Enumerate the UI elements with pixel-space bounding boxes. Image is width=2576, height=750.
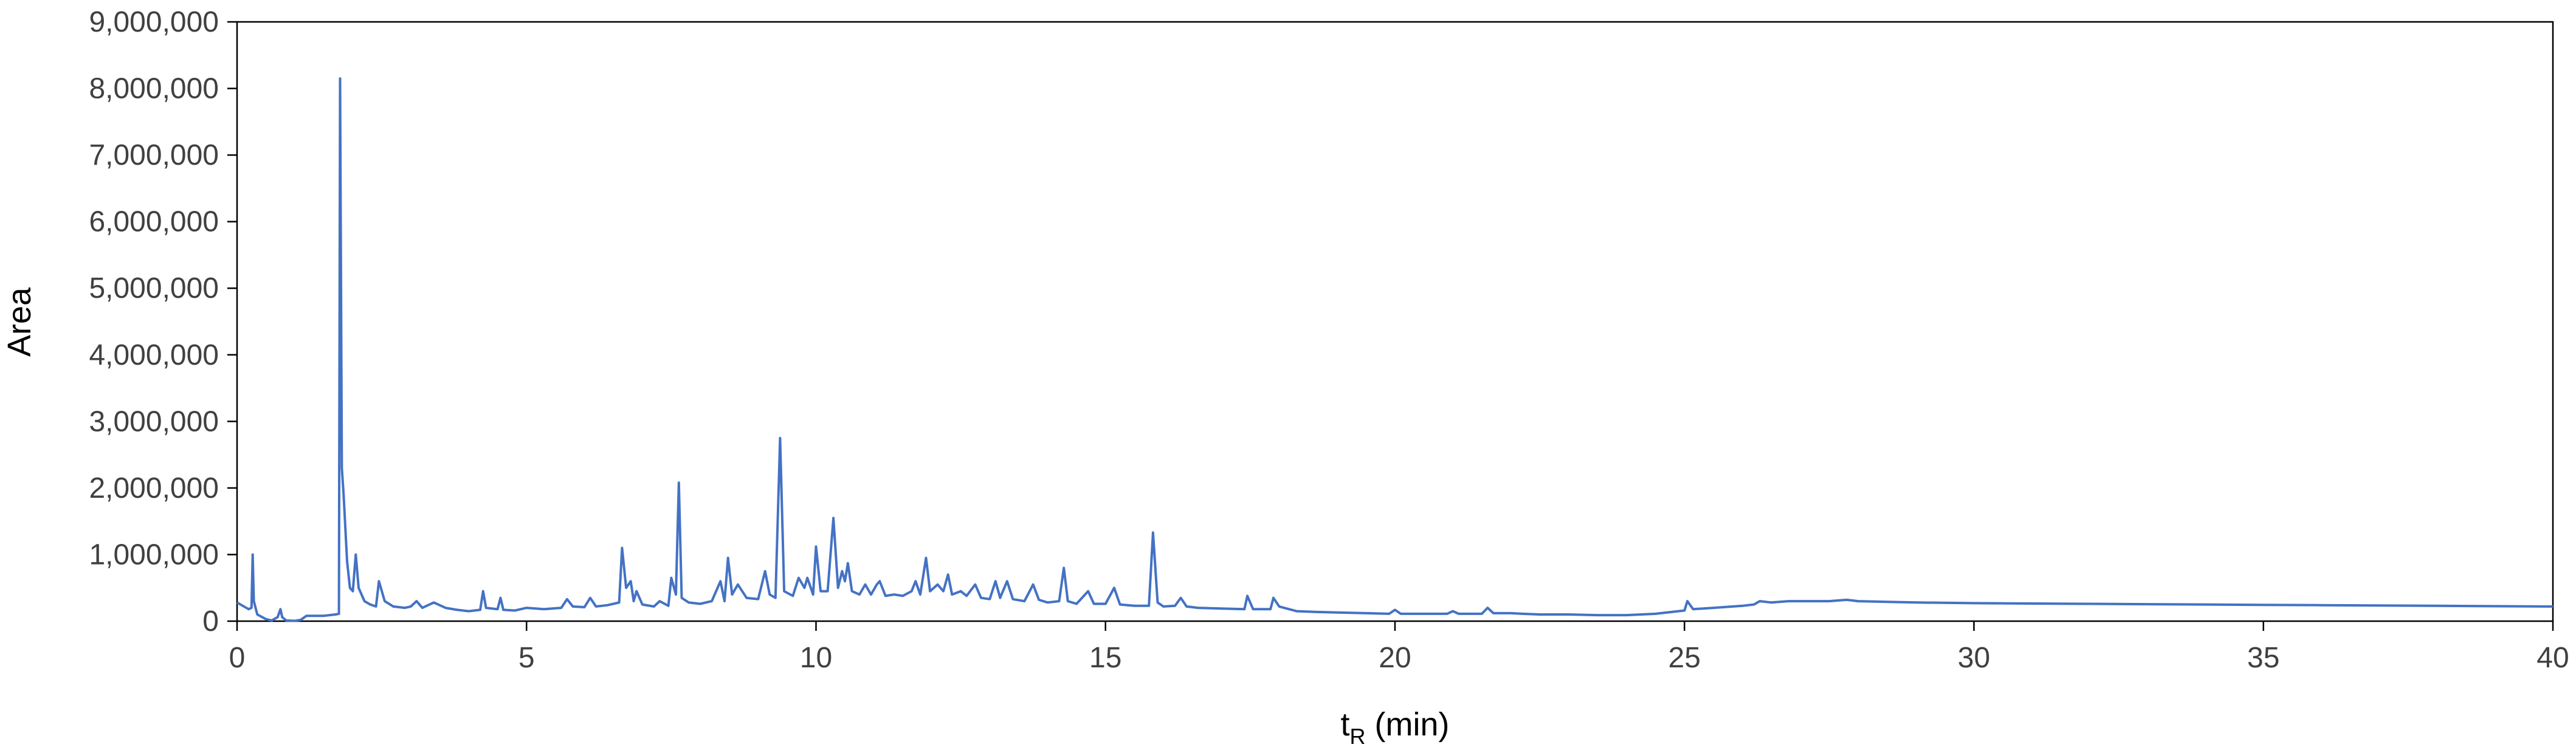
y-tick-label: 7,000,000	[89, 139, 219, 171]
plot-area-border	[236, 21, 2554, 622]
chromatogram-series-line	[236, 77, 2554, 622]
x-tick-label: 25	[1669, 642, 1701, 674]
y-tick-label: 5,000,000	[89, 272, 219, 304]
y-tick-label: 1,000,000	[89, 538, 219, 571]
y-tick-label: 2,000,000	[89, 472, 219, 504]
x-tick-label: 0	[229, 642, 246, 674]
x-tick-label: 5	[518, 642, 535, 674]
y-tick-label: 0	[202, 605, 219, 638]
y-tick-label: 6,000,000	[89, 206, 219, 238]
y-tick-label: 8,000,000	[89, 73, 219, 105]
x-axis-title-unit: (min)	[1366, 706, 1450, 743]
x-tick-label: 40	[2536, 642, 2569, 674]
y-tick-label: 4,000,000	[89, 339, 219, 371]
x-axis-title-main: t	[1341, 706, 1350, 743]
x-tick-label: 15	[1089, 642, 1121, 674]
x-tick-label: 35	[2247, 642, 2279, 674]
x-axis-title: tR (min)	[1341, 706, 1450, 749]
x-axis-title-subscript: R	[1350, 724, 1366, 749]
x-tick-label: 10	[800, 642, 832, 674]
y-tick-label: 3,000,000	[89, 405, 219, 438]
x-tick-label: 20	[1379, 642, 1411, 674]
x-tick-label: 30	[1958, 642, 1990, 674]
y-axis-title: Area	[1, 287, 38, 357]
y-tick-label: 9,000,000	[89, 6, 219, 38]
